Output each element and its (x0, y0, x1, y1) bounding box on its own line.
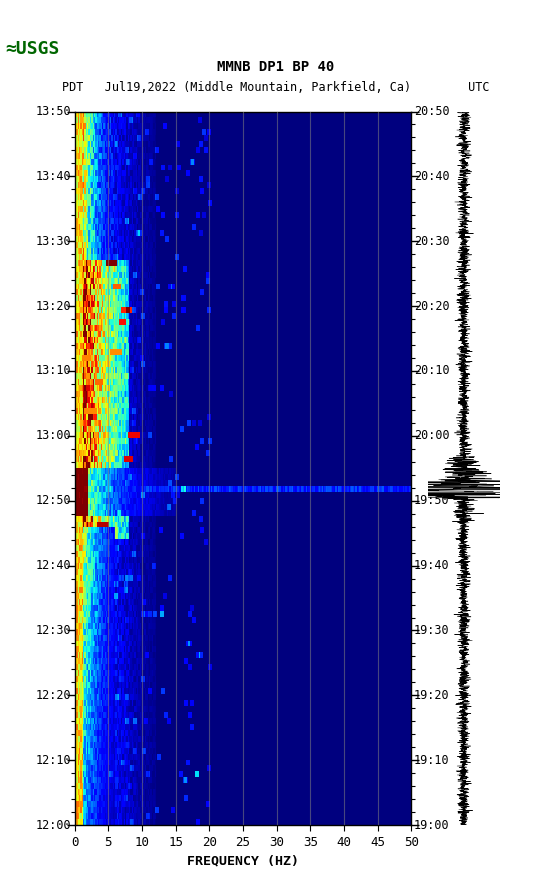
Text: 13:20: 13:20 (36, 300, 72, 312)
Text: 13:00: 13:00 (36, 429, 72, 442)
Text: MMNB DP1 BP 40: MMNB DP1 BP 40 (217, 60, 335, 74)
Text: 12:20: 12:20 (36, 689, 72, 702)
Text: 12:00: 12:00 (36, 819, 72, 831)
Text: 19:10: 19:10 (414, 754, 450, 767)
Text: 12:40: 12:40 (36, 559, 72, 572)
Text: 20:40: 20:40 (414, 169, 450, 183)
Text: 20:00: 20:00 (414, 429, 450, 442)
Text: 13:40: 13:40 (36, 169, 72, 183)
Text: 13:10: 13:10 (36, 365, 72, 377)
Text: 19:30: 19:30 (414, 624, 450, 637)
Text: 19:20: 19:20 (414, 689, 450, 702)
Text: 20:20: 20:20 (414, 300, 450, 312)
Text: PDT   Jul19,2022 (Middle Mountain, Parkfield, Ca)        UTC: PDT Jul19,2022 (Middle Mountain, Parkfie… (62, 81, 490, 94)
Text: 19:40: 19:40 (414, 559, 450, 572)
Text: 12:10: 12:10 (36, 754, 72, 767)
Text: 20:10: 20:10 (414, 365, 450, 377)
Text: 12:50: 12:50 (36, 494, 72, 508)
Text: 20:30: 20:30 (414, 235, 450, 248)
Text: 13:30: 13:30 (36, 235, 72, 248)
X-axis label: FREQUENCY (HZ): FREQUENCY (HZ) (187, 854, 299, 867)
Text: ≈USGS: ≈USGS (6, 40, 60, 58)
Text: 13:50: 13:50 (36, 105, 72, 118)
Text: 19:50: 19:50 (414, 494, 450, 508)
Text: 20:50: 20:50 (414, 105, 450, 118)
Text: 12:30: 12:30 (36, 624, 72, 637)
Text: 19:00: 19:00 (414, 819, 450, 831)
